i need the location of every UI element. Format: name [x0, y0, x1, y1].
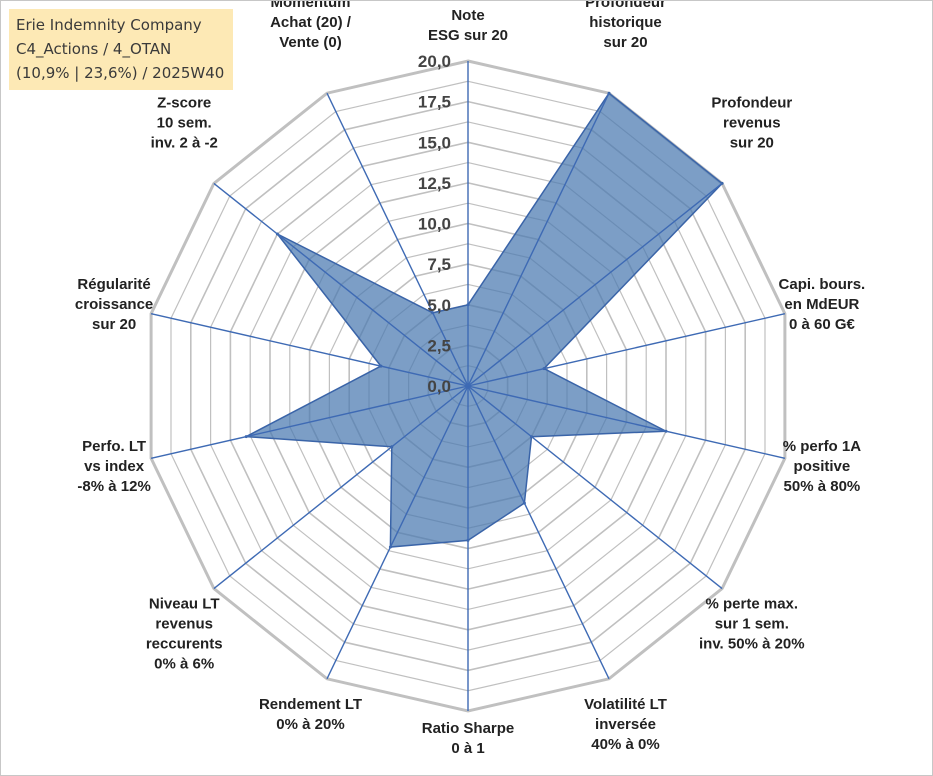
tick-label: 7,5 — [427, 255, 451, 274]
axis-label: Perfo. LT vs index -8% à 12% — [77, 438, 150, 495]
axis-label-line: revenus — [723, 115, 781, 132]
axis-label-line: revenus — [155, 615, 213, 632]
tick-label: 10,0 — [418, 215, 451, 234]
axis-label: Momentum Achat (20) / Vente (0) — [270, 0, 352, 51]
axis-label-line: Régularité — [77, 276, 150, 293]
label-layer: Note ESG sur 20 Profondeur historique sur 20… — [75, 0, 865, 757]
title-box: Erie Indemnity Company C4_Actions / 4_OT… — [9, 9, 233, 90]
tick-label: 0,0 — [427, 377, 451, 396]
axis-label-line: Vente (0) — [279, 34, 342, 51]
axis-label-line: Momentum — [271, 0, 351, 11]
axis-spoke — [326, 92, 469, 387]
axis-label-line: Note — [451, 7, 484, 24]
axis-label-line: Profondeur — [711, 95, 792, 112]
axis-label: % perfo 1A positive 50% à 80% — [783, 438, 862, 495]
axis-label-line: 0 à 60 G€ — [789, 316, 856, 333]
axis-label-line: en MdEUR — [784, 296, 859, 313]
axis-label-line: Rendement LT — [259, 696, 362, 713]
tick-label: 2,5 — [427, 336, 451, 355]
axis-label-line: 0% à 20% — [276, 716, 344, 733]
axis-spoke — [467, 313, 786, 387]
axis-label-line: Niveau LT — [149, 595, 220, 612]
axis-label: Z-score 10 sem. inv. 2 à -2 — [151, 95, 218, 152]
axis-label-line: 40% à 0% — [591, 736, 659, 753]
axis-label-line: reccurents — [146, 635, 223, 652]
axis-label-line: 50% à 80% — [784, 478, 861, 495]
axis-label-line: positive — [794, 458, 851, 475]
axis-label-line: Z-score — [157, 95, 211, 112]
axis-spoke — [213, 182, 469, 387]
title-line-company: Erie Indemnity Company — [16, 16, 202, 34]
axis-label-line: 0 à 1 — [451, 740, 484, 757]
tick-label: 5,0 — [427, 296, 451, 315]
tick-label: 15,0 — [418, 133, 451, 152]
axis-label-line: inv. 2 à -2 — [151, 135, 218, 152]
axis-label-line: Capi. bours. — [779, 276, 866, 293]
axis-label-line: ESG sur 20 — [428, 27, 508, 44]
axis-label-line: Perfo. LT — [82, 438, 146, 455]
axis-label: Ratio Sharpe 0 à 1 — [422, 720, 515, 757]
axis-spoke — [467, 182, 723, 387]
axis-label-line: Profondeur — [585, 0, 666, 11]
tick-label: 12,5 — [418, 174, 451, 193]
axis-spoke — [467, 385, 723, 590]
axis-label-line: sur 20 — [603, 34, 647, 51]
axis-label: Niveau LT revenus reccurents 0% à 6% — [146, 595, 223, 672]
axis-label-line: Volatilité LT — [584, 696, 667, 713]
axis-label-line: Achat (20) / — [270, 14, 352, 31]
axis-label-line: sur 1 sem. — [715, 615, 789, 632]
axis-label-line: inversée — [595, 716, 656, 733]
axis-spoke — [467, 92, 610, 387]
axis-spoke — [150, 385, 469, 459]
axis-label-line: inv. 50% à 20% — [699, 635, 805, 652]
spoke-layer — [150, 61, 786, 711]
axis-label-line: sur 20 — [92, 316, 136, 333]
axis-label-line: % perte max. — [706, 595, 799, 612]
axis-spoke — [150, 313, 469, 387]
tick-label: 20,0 — [418, 52, 451, 71]
axis-label-line: sur 20 — [730, 135, 774, 152]
axis-label-line: 10 sem. — [157, 115, 212, 132]
axis-spoke — [467, 385, 786, 459]
axis-spoke — [467, 385, 610, 680]
axis-label-line: croissance — [75, 296, 153, 313]
axis-spoke — [213, 385, 469, 590]
axis-label-line: 0% à 6% — [154, 655, 214, 672]
axis-label-line: % perfo 1A — [783, 438, 862, 455]
axis-label-line: -8% à 12% — [77, 478, 150, 495]
axis-label-line: historique — [589, 14, 662, 31]
axis-label: Rendement LT 0% à 20% — [259, 696, 362, 733]
tick-layer: 0,0 2,5 5,0 7,5 10,0 12,5 15,0 17,5 20,0 — [418, 52, 451, 396]
axis-label-line: Ratio Sharpe — [422, 720, 515, 737]
tick-label: 17,5 — [418, 93, 451, 112]
axis-spoke — [326, 385, 469, 680]
axis-label: Capi. bours. en MdEUR 0 à 60 G€ — [779, 276, 866, 333]
axis-label: Profondeur historique sur 20 — [585, 0, 666, 51]
title-line-stats: (10,9% | 23,6%) / 2025W40 — [16, 64, 225, 82]
title-line-category: C4_Actions / 4_OTAN — [16, 40, 172, 58]
axis-label: Volatilité LT inversée 40% à 0% — [584, 696, 667, 753]
axis-label: Profondeur revenus sur 20 — [711, 95, 792, 152]
data-layer — [243, 91, 724, 549]
data-series-polygon — [243, 92, 724, 548]
axis-label: Régularité croissance sur 20 — [75, 276, 153, 333]
axis-label-line: vs index — [84, 458, 145, 475]
axis-label: Note ESG sur 20 — [428, 7, 508, 44]
axis-label: % perte max. sur 1 sem. inv. 50% à 20% — [699, 595, 805, 652]
